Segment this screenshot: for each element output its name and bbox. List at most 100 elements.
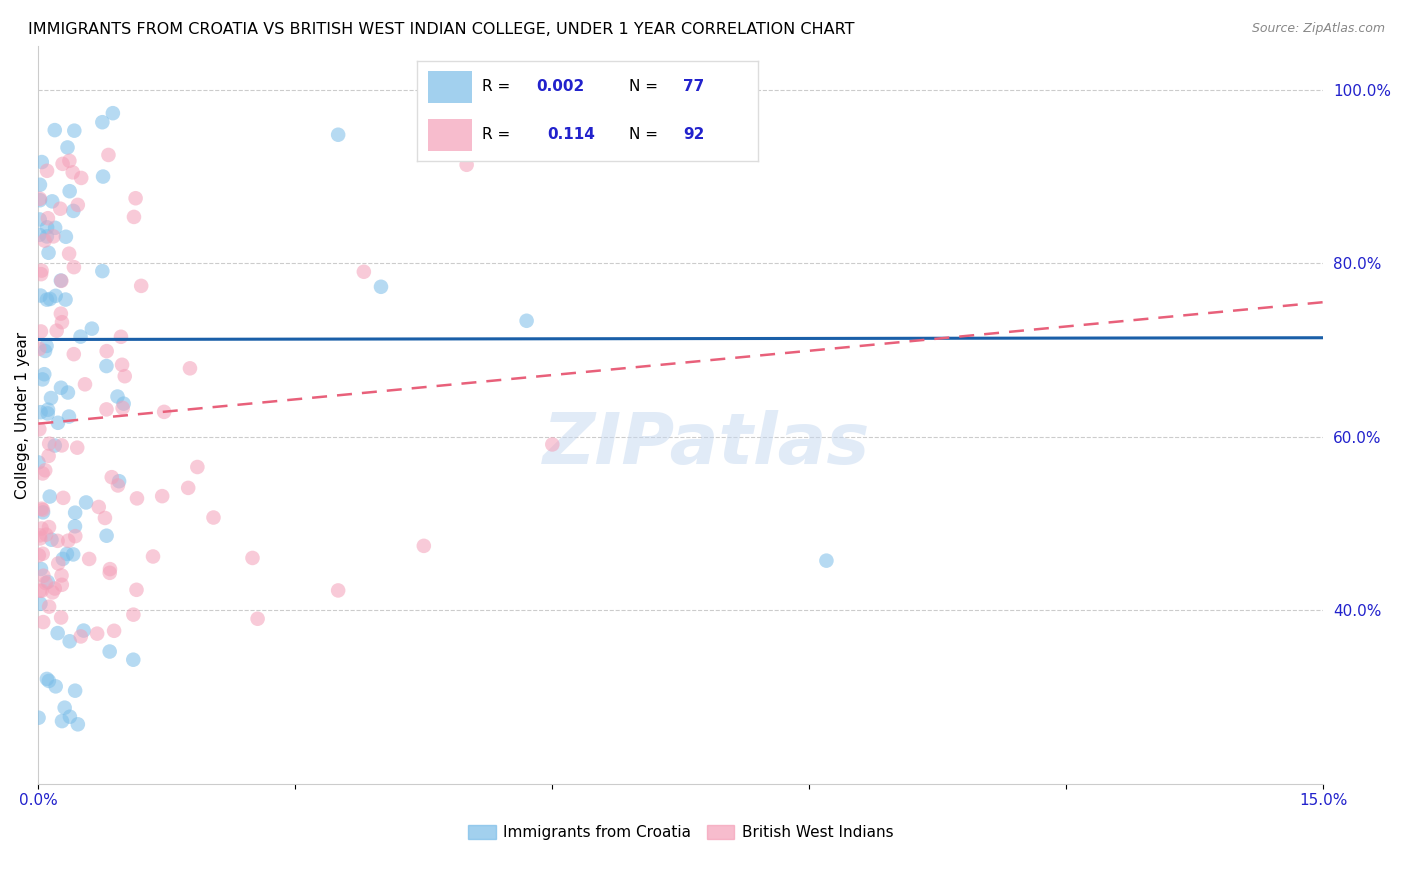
Point bbox=[59, 710, 82, 724]
Point bbox=[28, 583, 51, 598]
Point bbox=[30, 562, 52, 576]
Point bbox=[58, 409, 80, 424]
Point bbox=[45, 679, 67, 693]
Point bbox=[73, 377, 96, 392]
Point bbox=[42, 229, 65, 244]
Point bbox=[51, 315, 73, 329]
Point bbox=[32, 615, 55, 629]
Point bbox=[63, 519, 86, 533]
Point bbox=[328, 583, 350, 598]
Point bbox=[77, 552, 100, 566]
Point bbox=[65, 529, 87, 543]
Point bbox=[35, 339, 58, 353]
Point bbox=[815, 554, 838, 568]
Point bbox=[69, 630, 91, 644]
Point bbox=[58, 533, 80, 548]
Point bbox=[31, 155, 53, 169]
Point bbox=[38, 490, 60, 504]
Point bbox=[45, 324, 67, 338]
Point bbox=[52, 157, 75, 171]
Point bbox=[28, 192, 51, 206]
Point bbox=[30, 325, 52, 339]
Point bbox=[129, 278, 152, 293]
Point bbox=[32, 368, 55, 382]
Point bbox=[111, 358, 134, 372]
Point bbox=[49, 610, 72, 624]
Point bbox=[44, 220, 66, 235]
Point bbox=[27, 711, 49, 725]
Point bbox=[41, 585, 63, 599]
Point bbox=[37, 574, 59, 589]
Point bbox=[58, 246, 80, 260]
Point bbox=[46, 533, 69, 548]
Text: IMMIGRANTS FROM CROATIA VS BRITISH WEST INDIAN COLLEGE, UNDER 1 YEAR CORRELATION: IMMIGRANTS FROM CROATIA VS BRITISH WEST … bbox=[28, 22, 855, 37]
Point bbox=[28, 212, 51, 227]
Point bbox=[63, 683, 86, 698]
Point bbox=[56, 140, 79, 154]
Point bbox=[34, 234, 56, 248]
Point bbox=[51, 274, 73, 288]
Point bbox=[46, 557, 69, 571]
Y-axis label: College, Under 1 year: College, Under 1 year bbox=[15, 332, 30, 499]
Point bbox=[70, 170, 93, 185]
Point bbox=[246, 612, 269, 626]
Point bbox=[31, 501, 53, 516]
Point bbox=[28, 528, 51, 542]
Point bbox=[75, 495, 97, 509]
Point bbox=[35, 293, 58, 307]
Point bbox=[353, 265, 375, 279]
Point bbox=[66, 198, 89, 212]
Point bbox=[30, 288, 52, 302]
Point bbox=[62, 548, 84, 562]
Point bbox=[46, 416, 69, 430]
Point bbox=[35, 576, 58, 591]
Point bbox=[153, 405, 176, 419]
Point bbox=[34, 343, 56, 358]
Point bbox=[91, 115, 114, 129]
Point bbox=[28, 549, 51, 563]
Point bbox=[28, 193, 51, 207]
Point bbox=[51, 438, 73, 452]
Point bbox=[28, 227, 51, 242]
Point bbox=[370, 280, 392, 294]
Point bbox=[122, 210, 145, 224]
Point bbox=[62, 203, 84, 218]
Point bbox=[111, 401, 134, 415]
Point bbox=[52, 552, 75, 566]
Point bbox=[516, 314, 538, 328]
Point bbox=[31, 263, 53, 277]
Point bbox=[98, 644, 121, 658]
Text: ZIPatlas: ZIPatlas bbox=[543, 410, 870, 479]
Point bbox=[110, 330, 132, 344]
Point bbox=[62, 347, 84, 361]
Point bbox=[456, 158, 478, 172]
Point bbox=[55, 229, 77, 244]
Point bbox=[51, 568, 73, 582]
Point bbox=[31, 521, 53, 535]
Point bbox=[49, 202, 72, 216]
Text: Source: ZipAtlas.com: Source: ZipAtlas.com bbox=[1251, 22, 1385, 36]
Point bbox=[87, 500, 110, 514]
Point bbox=[96, 402, 118, 417]
Point bbox=[114, 369, 136, 384]
Point bbox=[39, 391, 62, 405]
Point bbox=[45, 289, 67, 303]
Point bbox=[37, 211, 59, 226]
Point bbox=[32, 505, 55, 519]
Point bbox=[28, 342, 51, 356]
Point bbox=[53, 700, 76, 714]
Point bbox=[107, 390, 129, 404]
Point bbox=[69, 329, 91, 343]
Point bbox=[41, 194, 63, 209]
Point bbox=[242, 550, 264, 565]
Point bbox=[94, 511, 117, 525]
Point bbox=[62, 165, 84, 179]
Point bbox=[32, 568, 55, 582]
Point bbox=[30, 597, 52, 611]
Point bbox=[51, 714, 73, 728]
Point bbox=[56, 547, 79, 561]
Point bbox=[58, 153, 80, 168]
Point bbox=[31, 372, 53, 386]
Point bbox=[38, 520, 60, 534]
Point bbox=[44, 582, 66, 596]
